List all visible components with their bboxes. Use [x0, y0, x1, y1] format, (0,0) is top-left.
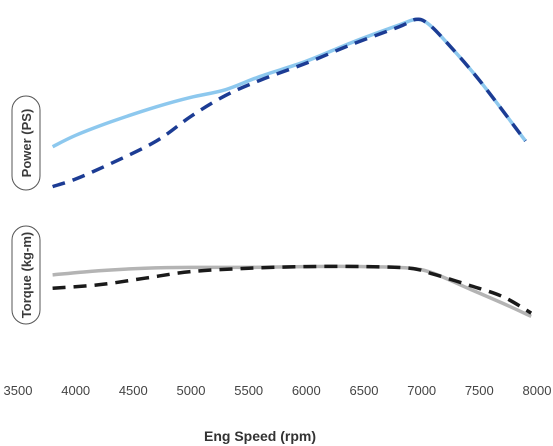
x-tick-label: 3500	[4, 383, 33, 398]
torque-axis-label-text: Torque (kg-m)	[19, 232, 34, 318]
torque-axis-label-box	[11, 225, 41, 325]
power-panel: Power (PS)	[11, 17, 527, 191]
power-axis-label-text: Power (PS)	[19, 109, 34, 178]
x-axis-ticks: 3500 4000 4500 5000 5500 6000 6500 7000 7500 8000	[4, 383, 552, 398]
x-tick-label: 8000	[523, 383, 552, 398]
x-tick-label: 7000	[407, 383, 436, 398]
x-tick-label: 6500	[350, 383, 379, 398]
x-tick-label: 5000	[177, 383, 206, 398]
power-dashed-line	[52, 17, 527, 189]
x-tick-label: 4000	[61, 383, 90, 398]
power-solid-line	[51, 17, 527, 149]
torque-solid-line	[52, 264, 532, 318]
power-axis-label: Power (PS)	[11, 95, 41, 191]
x-tick-label: 6000	[292, 383, 321, 398]
x-tick-label: 5500	[234, 383, 263, 398]
torque-dashed-line	[52, 264, 533, 315]
power-axis-label-box	[11, 95, 41, 191]
x-tick-label: 7500	[465, 383, 494, 398]
x-tick-label: 4500	[119, 383, 148, 398]
torque-axis-label: Torque (kg-m)	[11, 225, 41, 325]
x-axis-label: Eng Speed (rpm)	[204, 428, 316, 444]
torque-panel: Torque (kg-m)	[11, 225, 533, 325]
